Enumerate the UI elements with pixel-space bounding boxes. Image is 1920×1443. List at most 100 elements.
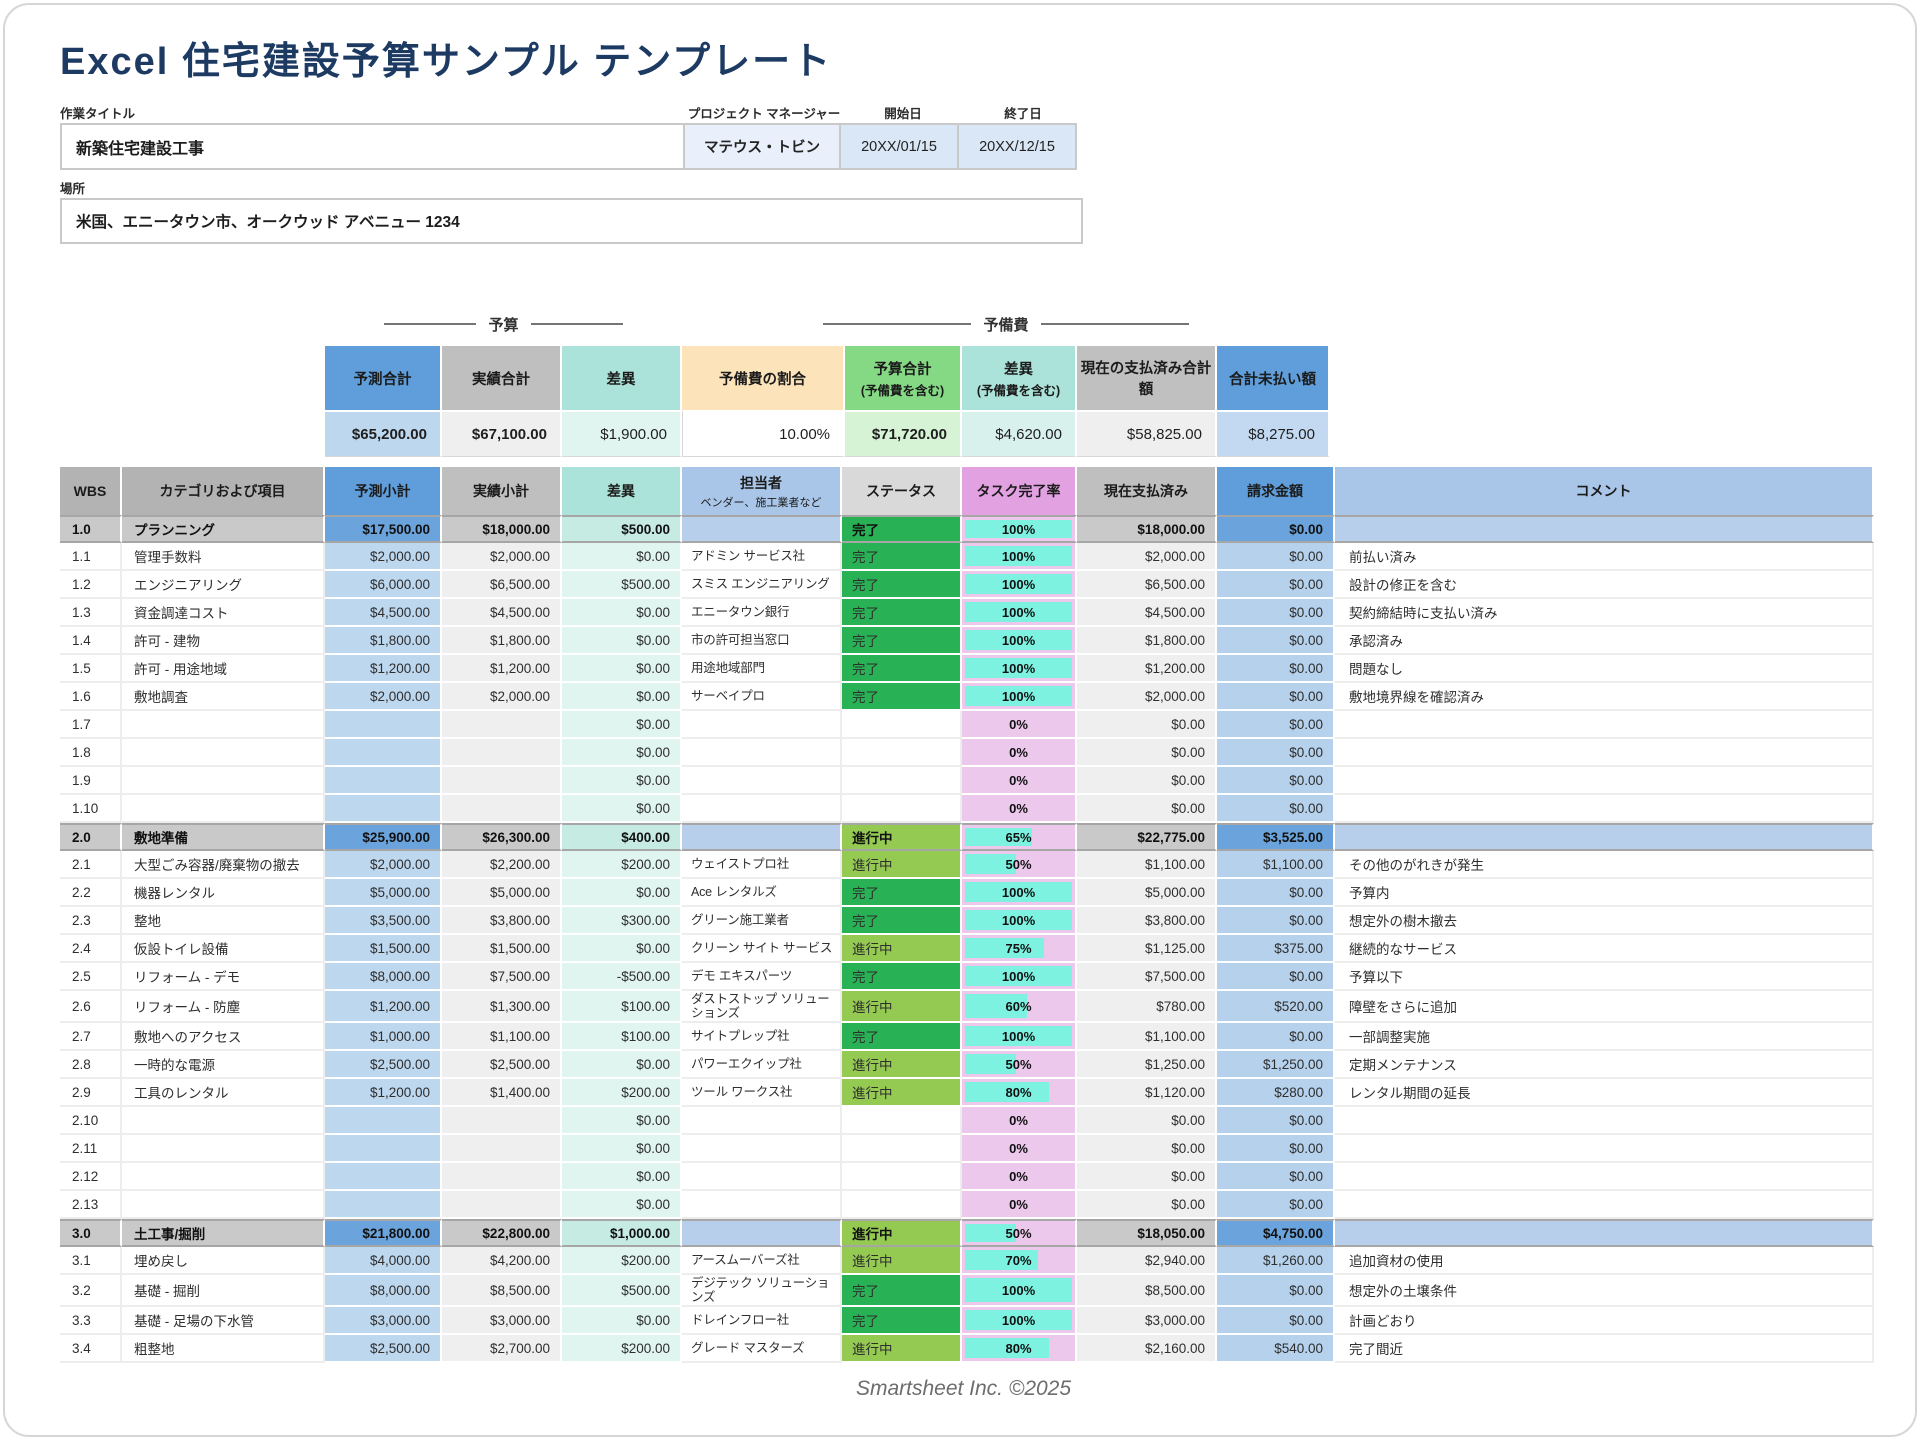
- cell-wbs[interactable]: 2.11: [60, 1135, 122, 1163]
- cell-status[interactable]: 進行中: [842, 851, 962, 879]
- cell-actual-subtotal[interactable]: $6,500.00: [442, 571, 562, 599]
- cell-forecast-subtotal[interactable]: [325, 1191, 442, 1219]
- cell-comment[interactable]: [1335, 515, 1874, 543]
- cell-wbs[interactable]: 2.10: [60, 1107, 122, 1135]
- cell-paid-to-date[interactable]: $1,800.00: [1077, 627, 1217, 655]
- cell-assignee[interactable]: [682, 767, 842, 795]
- cell-forecast-subtotal[interactable]: $1,200.00: [325, 655, 442, 683]
- location-field[interactable]: 米国、エニータウン市、オークウッド アベニュー 1234: [60, 198, 1083, 244]
- cell-actual-subtotal[interactable]: [442, 767, 562, 795]
- cell-variance[interactable]: $300.00: [562, 907, 682, 935]
- cell-status[interactable]: [842, 711, 962, 739]
- cell-paid-to-date[interactable]: $1,200.00: [1077, 655, 1217, 683]
- cell-billed-amount[interactable]: $0.00: [1217, 711, 1335, 739]
- cell-status[interactable]: [842, 1107, 962, 1135]
- cell-forecast-subtotal[interactable]: $25,900.00: [325, 823, 442, 851]
- cell-forecast-subtotal[interactable]: $8,000.00: [325, 1275, 442, 1307]
- cell-task-complete-pct[interactable]: 100%: [962, 907, 1077, 935]
- cell-actual-subtotal[interactable]: [442, 1107, 562, 1135]
- cell-task-complete-pct[interactable]: 0%: [962, 1107, 1077, 1135]
- cell-forecast-subtotal[interactable]: $1,800.00: [325, 627, 442, 655]
- cell-status[interactable]: 完了: [842, 1023, 962, 1051]
- cell-assignee[interactable]: デジテック ソリューションズ: [682, 1275, 842, 1307]
- cell-category[interactable]: 敷地へのアクセス: [122, 1023, 325, 1051]
- cell-paid-to-date[interactable]: $780.00: [1077, 991, 1217, 1023]
- cell-actual-subtotal[interactable]: $2,500.00: [442, 1051, 562, 1079]
- cell-category[interactable]: 埋め戻し: [122, 1247, 325, 1275]
- cell-paid-to-date[interactable]: $3,800.00: [1077, 907, 1217, 935]
- cell-forecast-subtotal[interactable]: $21,800.00: [325, 1219, 442, 1247]
- cell-actual-subtotal[interactable]: [442, 711, 562, 739]
- cell-wbs[interactable]: 1.3: [60, 599, 122, 627]
- cell-forecast-subtotal[interactable]: $2,000.00: [325, 851, 442, 879]
- cell-paid-to-date[interactable]: $1,250.00: [1077, 1051, 1217, 1079]
- end-date-field[interactable]: 20XX/12/15: [957, 123, 1077, 170]
- cell-status[interactable]: [842, 1135, 962, 1163]
- cell-forecast-subtotal[interactable]: $3,000.00: [325, 1307, 442, 1335]
- cell-forecast-subtotal[interactable]: [325, 1135, 442, 1163]
- cell-task-complete-pct[interactable]: 80%: [962, 1079, 1077, 1107]
- cell-variance[interactable]: $0.00: [562, 655, 682, 683]
- cell-assignee[interactable]: デモ エキスパーツ: [682, 963, 842, 991]
- cell-billed-amount[interactable]: $0.00: [1217, 795, 1335, 823]
- cell-variance[interactable]: $200.00: [562, 1247, 682, 1275]
- cell-assignee[interactable]: 市の許可担当窓口: [682, 627, 842, 655]
- cell-task-complete-pct[interactable]: 100%: [962, 571, 1077, 599]
- cell-billed-amount[interactable]: $3,525.00: [1217, 823, 1335, 851]
- cell-forecast-subtotal[interactable]: [325, 739, 442, 767]
- cell-status[interactable]: 完了: [842, 1275, 962, 1307]
- cell-billed-amount[interactable]: $540.00: [1217, 1335, 1335, 1363]
- cell-paid-to-date[interactable]: $0.00: [1077, 1107, 1217, 1135]
- cell-task-complete-pct[interactable]: 70%: [962, 1247, 1077, 1275]
- cell-wbs[interactable]: 2.8: [60, 1051, 122, 1079]
- cell-assignee[interactable]: ドレインフロー社: [682, 1307, 842, 1335]
- cell-assignee[interactable]: [682, 711, 842, 739]
- cell-task-complete-pct[interactable]: 80%: [962, 1335, 1077, 1363]
- cell-actual-subtotal[interactable]: [442, 1135, 562, 1163]
- cell-forecast-subtotal[interactable]: $2,000.00: [325, 543, 442, 571]
- cell-billed-amount[interactable]: $0.00: [1217, 1107, 1335, 1135]
- cell-comment[interactable]: 一部調整実施: [1335, 1023, 1874, 1051]
- cell-paid-to-date[interactable]: $22,775.00: [1077, 823, 1217, 851]
- project-manager-field[interactable]: マテウス・トビン: [683, 123, 841, 170]
- cell-task-complete-pct[interactable]: 0%: [962, 1191, 1077, 1219]
- cell-assignee[interactable]: アースムーバーズ社: [682, 1247, 842, 1275]
- cell-paid-to-date[interactable]: $0.00: [1077, 1191, 1217, 1219]
- cell-wbs[interactable]: 2.4: [60, 935, 122, 963]
- cell-comment[interactable]: 前払い済み: [1335, 543, 1874, 571]
- cell-category[interactable]: 敷地調査: [122, 683, 325, 711]
- cell-billed-amount[interactable]: $1,250.00: [1217, 1051, 1335, 1079]
- cell-task-complete-pct[interactable]: 100%: [962, 879, 1077, 907]
- cell-forecast-subtotal[interactable]: $1,000.00: [325, 1023, 442, 1051]
- cell-wbs[interactable]: 2.3: [60, 907, 122, 935]
- cell-billed-amount[interactable]: $1,100.00: [1217, 851, 1335, 879]
- cell-task-complete-pct[interactable]: 60%: [962, 991, 1077, 1023]
- cell-assignee[interactable]: サイトプレップ社: [682, 1023, 842, 1051]
- cell-comment[interactable]: レンタル期間の延長: [1335, 1079, 1874, 1107]
- cell-task-complete-pct[interactable]: 75%: [962, 935, 1077, 963]
- cell-actual-subtotal[interactable]: $1,300.00: [442, 991, 562, 1023]
- cell-variance[interactable]: $0.00: [562, 739, 682, 767]
- cell-status[interactable]: 完了: [842, 1307, 962, 1335]
- cell-task-complete-pct[interactable]: 0%: [962, 795, 1077, 823]
- cell-paid-to-date[interactable]: $0.00: [1077, 711, 1217, 739]
- cell-paid-to-date[interactable]: $1,125.00: [1077, 935, 1217, 963]
- cell-actual-subtotal[interactable]: $1,500.00: [442, 935, 562, 963]
- cell-actual-subtotal[interactable]: $22,800.00: [442, 1219, 562, 1247]
- cell-actual-subtotal[interactable]: $4,500.00: [442, 599, 562, 627]
- cell-assignee[interactable]: エニータウン銀行: [682, 599, 842, 627]
- cell-assignee[interactable]: [682, 739, 842, 767]
- cell-forecast-subtotal[interactable]: [325, 711, 442, 739]
- cell-paid-to-date[interactable]: $2,940.00: [1077, 1247, 1217, 1275]
- cell-assignee[interactable]: クリーン サイト サービス: [682, 935, 842, 963]
- cell-status[interactable]: 進行中: [842, 1219, 962, 1247]
- cell-forecast-subtotal[interactable]: [325, 1163, 442, 1191]
- cell-billed-amount[interactable]: $0.00: [1217, 1307, 1335, 1335]
- cell-category[interactable]: 粗整地: [122, 1335, 325, 1363]
- cell-paid-to-date[interactable]: $2,000.00: [1077, 543, 1217, 571]
- cell-status[interactable]: 進行中: [842, 1051, 962, 1079]
- cell-task-complete-pct[interactable]: 100%: [962, 963, 1077, 991]
- cell-billed-amount[interactable]: $375.00: [1217, 935, 1335, 963]
- cell-paid-to-date[interactable]: $8,500.00: [1077, 1275, 1217, 1307]
- cell-assignee[interactable]: [682, 1163, 842, 1191]
